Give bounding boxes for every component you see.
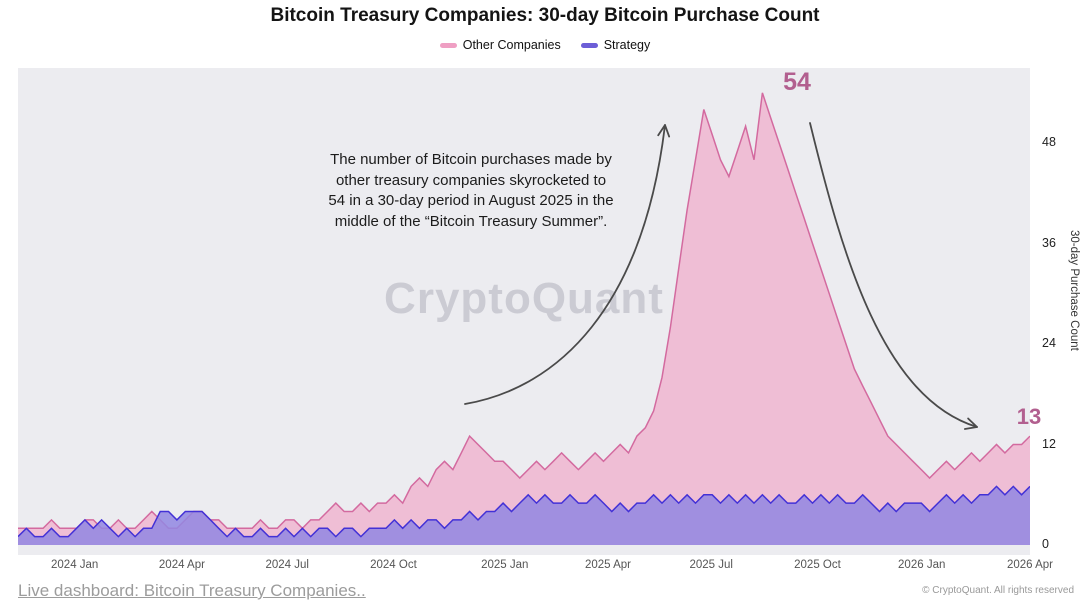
x-tick-label: 2024 Apr — [158, 559, 205, 571]
legend-label-other-companies: Other Companies — [462, 38, 561, 52]
x-tick-label: 2025 Apr — [584, 559, 632, 571]
legend-swatch-strategy — [580, 42, 598, 48]
y-tick-label: 0 — [1042, 537, 1049, 551]
peak-value-label: 54 — [783, 68, 811, 96]
y-tick-label: 36 — [1042, 235, 1056, 250]
x-tick-label: 2026 Apr — [1006, 559, 1054, 571]
live-dashboard-link[interactable]: Live dashboard: Bitcoin Treasury Compani… — [18, 581, 366, 600]
x-tick-label: 2025 Jan — [481, 559, 529, 571]
series-area-other-companies — [18, 92, 1030, 546]
plot-area: CryptoQuant The number of Bitcoin purcha… — [18, 68, 1041, 555]
legend-item-strategy: Strategy — [580, 38, 651, 52]
x-tick-label: 2024 Jan — [51, 559, 99, 571]
y-axis: 0 12 24 36 48 — [1038, 68, 1068, 555]
arrow-up-to-peak — [464, 124, 671, 405]
x-tick-label: 2026 Jan — [898, 559, 946, 571]
series-group — [18, 92, 1030, 546]
chart-canvas — [18, 92, 1030, 546]
y-tick-label: 12 — [1042, 436, 1056, 451]
x-tick-label: 2025 Jul — [689, 559, 733, 571]
x-tick-label: 2024 Jul — [265, 559, 309, 571]
y-tick-label: 48 — [1042, 135, 1056, 149]
end-value-label: 13 — [1016, 404, 1042, 429]
chart-title: Bitcoin Treasury Companies: 30-day Bitco… — [270, 5, 820, 26]
legend-label-strategy: Strategy — [603, 38, 651, 52]
x-tick-label: 2024 Oct — [370, 559, 417, 571]
x-axis: 2024 Jan 2024 Apr 2024 Jul 2024 Oct 2025 Jan… — [18, 559, 1053, 575]
y-axis-title: 30-day Purchase Count — [1068, 230, 1080, 351]
series-line-strategy — [18, 485, 1030, 538]
legend: Other Companies Strategy — [0, 38, 1090, 52]
legend-item-other-companies: Other Companies — [439, 38, 561, 52]
series-area-strategy — [18, 486, 1030, 545]
y-tick-label: 24 — [1042, 336, 1056, 350]
x-tick-label: 2025 Oct — [794, 559, 841, 571]
copyright-text: © CryptoQuant. All rights reserved — [922, 585, 1074, 596]
arrow-down-from-peak — [809, 122, 978, 430]
annotation-text: The number of Bitcoin purchases made by … — [328, 151, 614, 230]
legend-swatch-other-companies — [439, 42, 457, 48]
